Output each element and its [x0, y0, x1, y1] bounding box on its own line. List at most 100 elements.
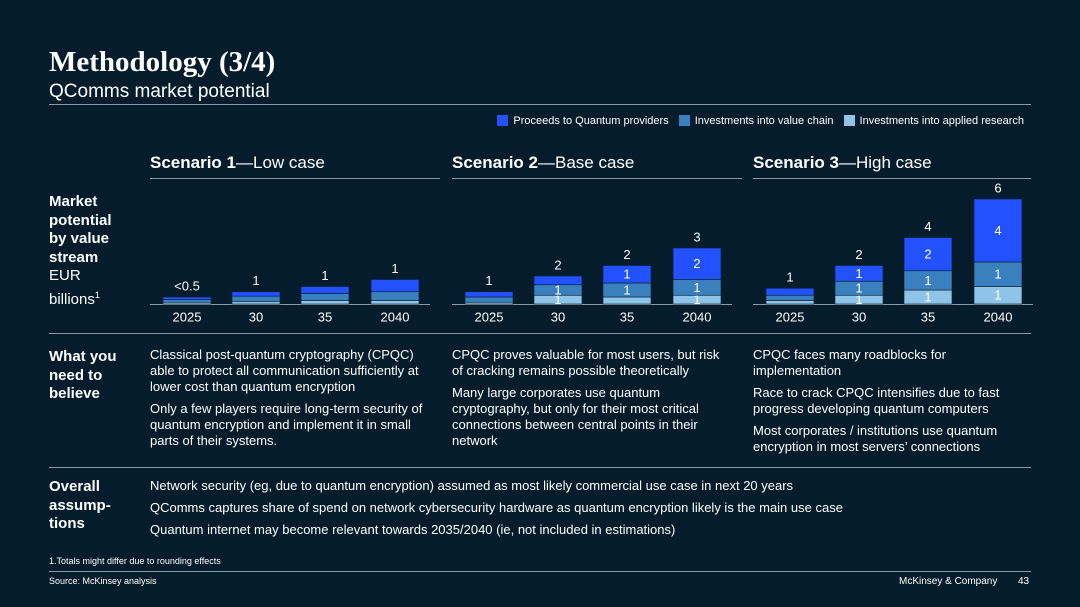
bar-segment — [300, 293, 350, 301]
bar-segment — [300, 286, 350, 294]
page-number: 43 — [1018, 576, 1030, 587]
belief-text: Classical post-quantum cryptography (CPQ… — [150, 347, 419, 394]
bar-segment — [602, 296, 652, 305]
scenario-title: Scenario 2—Base case — [452, 153, 634, 173]
segment-label: 1 — [623, 282, 630, 297]
believe-label: What you need to believe — [49, 348, 117, 402]
brand: McKinsey & Company — [899, 576, 998, 587]
total-label: 1 — [485, 273, 492, 288]
segment-label: 1 — [554, 282, 561, 297]
segment-label: 1 — [924, 289, 931, 304]
bar-segment — [973, 261, 1023, 287]
segment-label: 1 — [623, 267, 630, 282]
legend-swatch — [497, 115, 509, 126]
scenario-case: —Low case — [236, 153, 325, 172]
assumption-text: QComms captures share of spend on networ… — [150, 500, 843, 515]
legend-item: Proceeds to Quantum providers — [497, 114, 669, 127]
x-tick-label: 35 — [620, 309, 634, 324]
segment-label: 2 — [693, 256, 700, 271]
segment-label: 1 — [994, 288, 1001, 303]
footnote: 1.Totals might differ due to rounding ef… — [49, 556, 221, 566]
legend: Proceeds to Quantum providers Investments… — [487, 113, 1024, 131]
belief-text: Only a few players require long-term sec… — [150, 401, 423, 448]
x-tick-label: 2025 — [475, 309, 504, 324]
unit: EUR billions — [49, 267, 95, 308]
market-label: Market potential by value stream — [49, 193, 112, 266]
unit-note: 1 — [94, 289, 100, 300]
scenario-title: Scenario 1—Low case — [150, 153, 325, 173]
total-label: 4 — [924, 219, 931, 234]
x-tick-label: 35 — [318, 309, 332, 324]
bar-segment — [231, 295, 281, 302]
bar-segment — [672, 247, 722, 280]
segment-label: 1 — [855, 266, 862, 281]
x-tick-label: 2040 — [381, 309, 410, 324]
title: Methodology (3/4) — [49, 46, 276, 78]
bar-segment — [231, 291, 281, 297]
bar-segment — [162, 299, 212, 303]
bar-segment — [765, 287, 815, 296]
bar-segment — [834, 265, 884, 282]
scenario-name: Scenario 1 — [150, 153, 236, 172]
source: Source: McKinsey analysis — [49, 576, 157, 586]
x-tick-label: 30 — [551, 309, 565, 324]
overall-label: Overall assump-tions — [49, 478, 111, 532]
total-label: <0.5 — [174, 278, 200, 293]
segment-label: 2 — [924, 247, 931, 262]
bar-segment — [162, 296, 212, 300]
scenario-name: Scenario 3 — [753, 153, 839, 172]
total-label: 2 — [554, 257, 561, 272]
bar-segment — [765, 294, 815, 301]
assumption-text: Network security (eg, due to quantum enc… — [150, 478, 794, 493]
x-tick-label: 35 — [921, 309, 935, 324]
scenario-case: —High case — [839, 153, 932, 172]
belief-text: CPQC proves valuable for most users, but… — [452, 347, 720, 378]
bar-segment — [300, 300, 350, 305]
bar-segment — [765, 300, 815, 305]
legend-item: Investments into applied research — [843, 114, 1024, 127]
total-label: 6 — [994, 180, 1001, 195]
total-label: 1 — [786, 270, 793, 285]
legend-label: Investments into value chain — [694, 114, 834, 127]
belief-text: Most corporates / institutions use quant… — [753, 423, 998, 454]
x-tick-label: 2025 — [173, 309, 202, 324]
bar-segment — [370, 279, 420, 293]
total-label: 1 — [321, 268, 328, 283]
bar-segment — [533, 275, 583, 286]
scenario-name: Scenario 2 — [452, 153, 538, 172]
legend-label: Investments into applied research — [859, 114, 1024, 127]
bar-segment — [370, 291, 420, 301]
bar-segment — [231, 301, 281, 305]
segment-label: 1 — [554, 292, 561, 307]
segment-label: 1 — [924, 273, 931, 288]
belief-text: CPQC faces many roadblocks for implement… — [753, 347, 946, 378]
segment-label: 1 — [994, 267, 1001, 282]
x-tick-label: 30 — [852, 309, 866, 324]
rule — [753, 178, 1031, 179]
beliefs: Classical post-quantum cryptography (CPQ… — [150, 347, 435, 455]
legend-item: Investments into value chain — [678, 114, 834, 127]
segment-label: 1 — [855, 281, 862, 296]
subtitle: QComms market potential — [49, 81, 270, 102]
unit-label: EUR billions1 — [49, 267, 129, 309]
total-label: 3 — [693, 229, 700, 244]
legend-label: Proceeds to Quantum providers — [513, 114, 669, 127]
segment-label: 1 — [693, 292, 700, 307]
bar-segment — [464, 296, 514, 303]
beliefs: CPQC faces many roadblocks for implement… — [753, 347, 1033, 461]
bar-segment — [903, 237, 953, 272]
rule — [452, 178, 742, 179]
segment-label: 1 — [693, 280, 700, 295]
legend-swatch — [678, 115, 690, 126]
scenario-title: Scenario 3—High case — [753, 153, 932, 173]
total-label: 1 — [391, 261, 398, 276]
total-label: 2 — [855, 247, 862, 262]
total-label: 2 — [623, 247, 630, 262]
assumptions: Network security (eg, due to quantum enc… — [150, 478, 1030, 544]
bar-segment — [464, 291, 514, 298]
segment-label: 1 — [855, 292, 862, 307]
belief-text: Many large corporates use quantum crypto… — [452, 385, 699, 448]
legend-swatch — [843, 115, 855, 126]
bar-segment — [973, 198, 1023, 263]
